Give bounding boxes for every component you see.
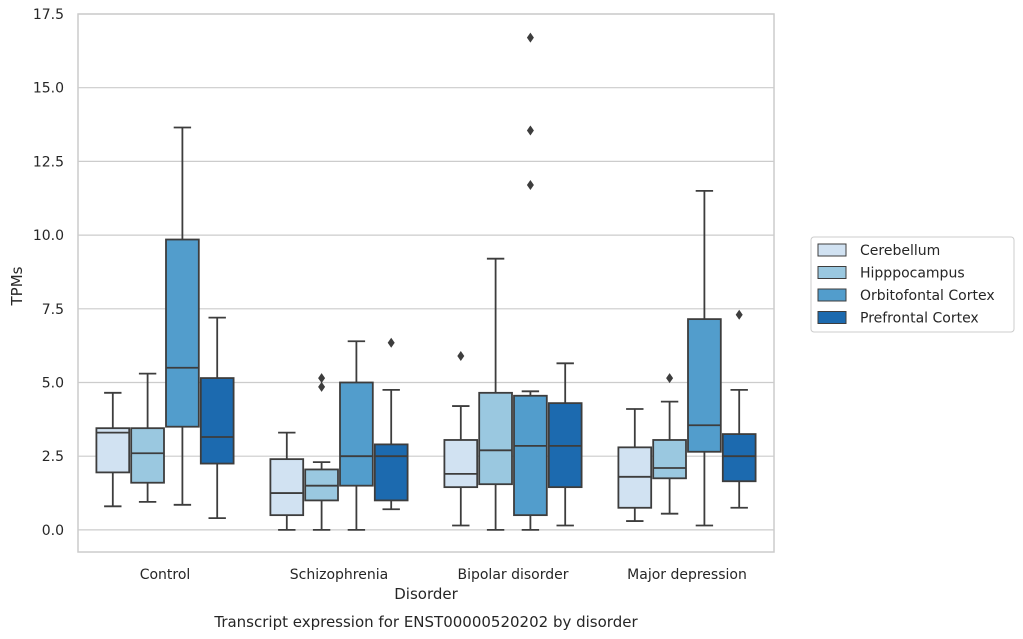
legend-label: Cerebellum <box>860 243 940 259</box>
iqr-box <box>652 439 687 480</box>
legend-swatch <box>817 243 847 257</box>
box-1-1 <box>304 373 339 531</box>
legend-label: Hipppocampus <box>860 266 965 282</box>
box-0-1 <box>269 431 305 531</box>
iqr-box <box>373 443 409 502</box>
y-tick-label: 10.0 <box>33 228 64 244</box>
box-2-3 <box>687 189 722 527</box>
box-3-2 <box>547 362 583 527</box>
legend-swatch <box>817 311 847 324</box>
box-3-3 <box>721 309 757 509</box>
box-1-3 <box>652 373 687 515</box>
y-tick-label: 12.5 <box>33 154 64 170</box>
chart-caption: Transcript expression for ENST0000052020… <box>213 613 638 631</box>
outlier-point <box>318 373 326 384</box>
iqr-box <box>513 394 548 517</box>
x-tick-labels: Control Schizophrenia Bipolar disorder Majo… <box>140 567 747 583</box>
iqr-box <box>199 377 235 465</box>
outlier-point <box>526 179 534 190</box>
outlier-point <box>526 125 534 136</box>
iqr-box <box>687 318 722 453</box>
legend-frame <box>810 236 1015 333</box>
legend-label: Orbitofontal Cortex <box>860 288 995 304</box>
x-axis-label: Disorder <box>394 585 458 603</box>
y-tick-label: 5.0 <box>42 375 64 391</box>
iqr-box <box>478 391 513 486</box>
legend-swatch <box>817 266 847 279</box>
box-2-0 <box>165 126 200 506</box>
x-tick-label: Major depression <box>627 567 747 583</box>
y-tick-label: 17.5 <box>33 7 64 23</box>
y-tick-label: 7.5 <box>42 302 64 318</box>
plot-frame <box>77 13 775 553</box>
box-3-0 <box>199 316 235 519</box>
box-0-0 <box>95 391 131 508</box>
iqr-box <box>339 381 374 487</box>
outlier-point <box>526 32 534 43</box>
legend: Cerebellum Hipppocampus Orbitofontal Corte… <box>810 236 1015 333</box>
legend-label: Prefrontal Cortex <box>860 311 979 327</box>
y-axis-label: TPMs <box>8 266 26 306</box>
box-1-2 <box>478 257 513 531</box>
x-tick-label: Bipolar disorder <box>457 567 568 583</box>
outlier-point <box>318 381 326 392</box>
outlier-point <box>666 373 674 384</box>
box-0-2 <box>443 350 479 527</box>
outlier-point <box>457 350 465 361</box>
y-tick-label: 15.0 <box>33 81 64 97</box>
box-1-0 <box>130 372 165 503</box>
y-tick-label: 2.5 <box>42 449 64 465</box>
y-tick-label: 0.0 <box>42 523 64 539</box>
iqr-box <box>130 427 165 484</box>
box-layer <box>95 32 757 531</box>
y-tick-labels: 0.0 2.5 5.0 7.5 10.0 12.5 15.0 17.5 <box>33 7 64 539</box>
x-tick-label: Control <box>140 567 191 583</box>
iqr-box <box>95 427 131 474</box>
box-0-3 <box>617 408 653 522</box>
iqr-box <box>269 458 305 517</box>
box-2-2 <box>513 32 548 531</box>
box-3-1 <box>373 337 409 511</box>
outlier-point <box>387 337 395 348</box>
iqr-box <box>443 439 479 489</box>
x-tick-label: Schizophrenia <box>290 567 388 583</box>
legend-swatch <box>817 288 847 302</box>
outlier-point <box>735 309 743 320</box>
iqr-box <box>165 238 200 428</box>
box-2-1 <box>339 340 374 531</box>
iqr-box <box>721 433 757 483</box>
